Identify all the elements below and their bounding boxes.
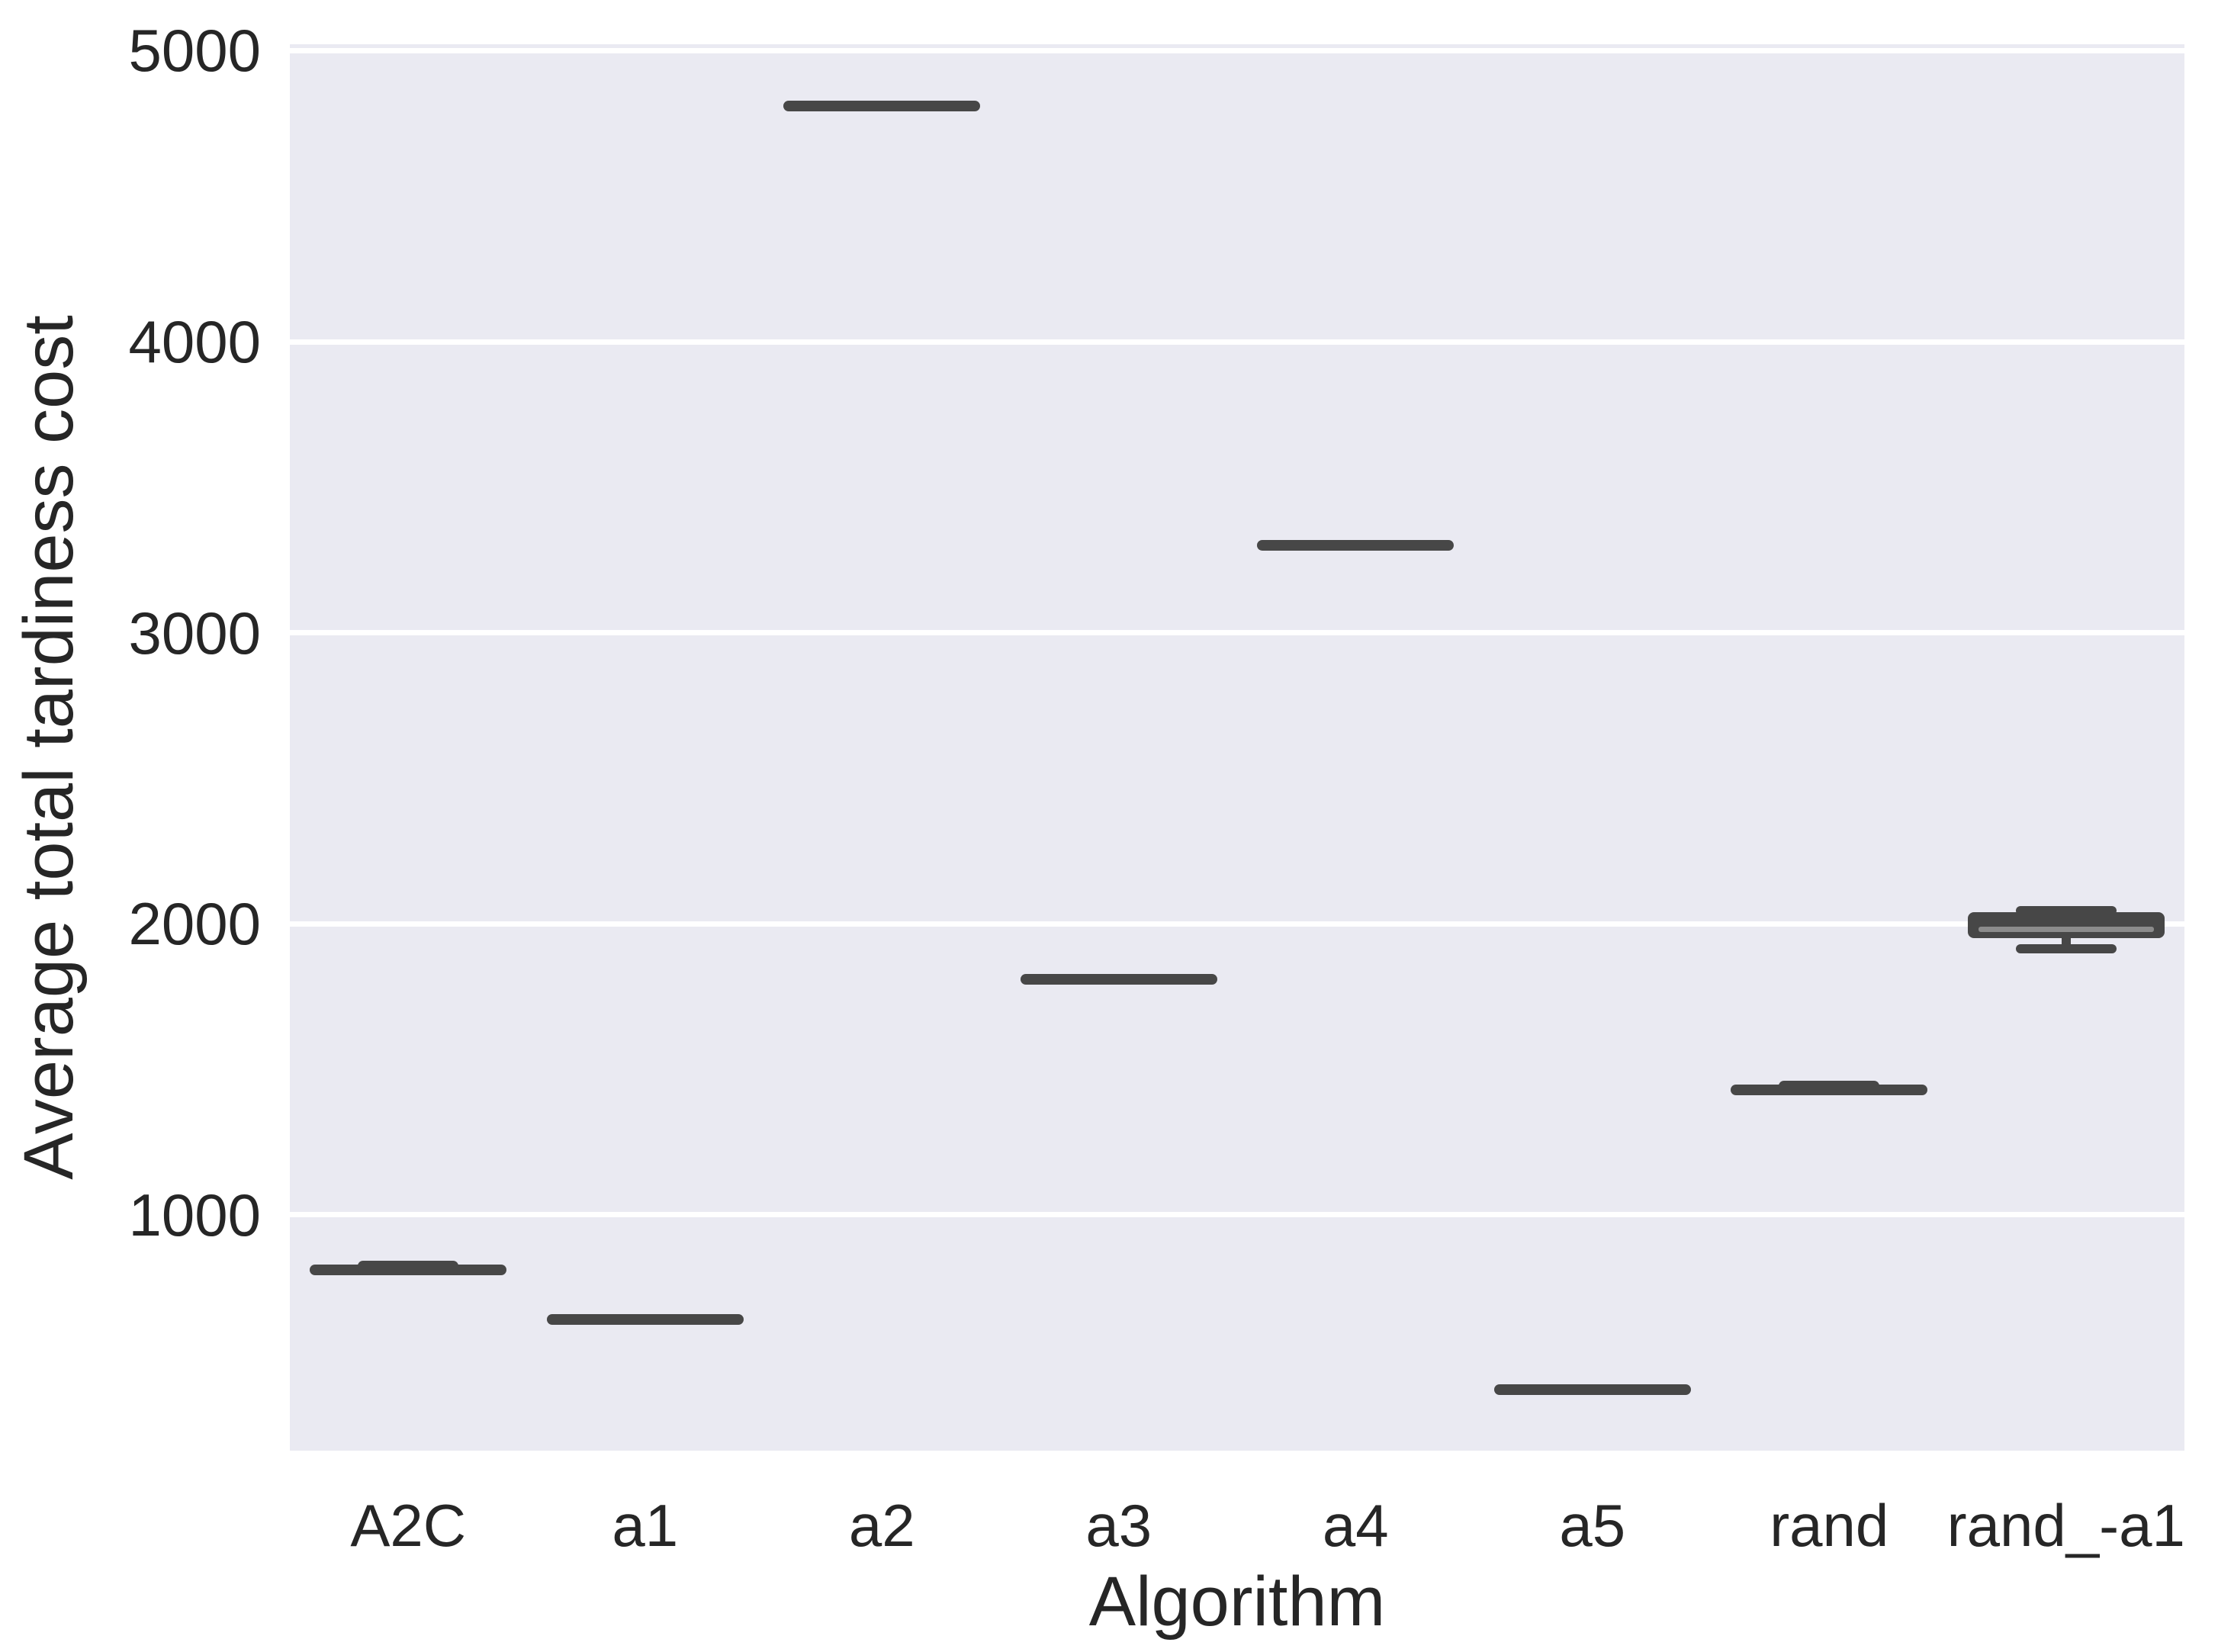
plot-area [290,44,2184,1451]
x-tick-label: rand_-a1 [1946,1492,2185,1559]
box-lower-cap-rand_-a1 [2015,944,2117,954]
x-tick-label: rand [1770,1492,1889,1559]
gridline [290,1212,2184,1218]
gridline [290,630,2184,636]
box-a4 [1257,540,1455,551]
box-rand_-a1 [1967,911,2165,939]
gridline [290,47,2184,53]
gridline [290,339,2184,345]
x-tick-label: a5 [1559,1492,1626,1559]
x-tick-label: a1 [612,1492,679,1559]
y-tick-label: 4000 [128,308,261,376]
x-tick-label: a4 [1322,1492,1389,1559]
box-a3 [1020,973,1217,985]
y-tick-label: 2000 [128,890,261,958]
box-a2 [783,100,981,111]
box-a1 [546,1314,744,1326]
y-tick-label: 1000 [128,1181,261,1249]
box-a5 [1493,1384,1691,1395]
x-tick-label: a2 [848,1492,915,1559]
x-tick-label: A2C [350,1492,467,1559]
x-axis-label: Algorithm [1088,1563,1386,1641]
x-tick-label: a3 [1085,1492,1152,1559]
y-tick-label: 3000 [128,599,261,667]
box-median-line-rand_-a1 [1978,926,2154,932]
box-cap-rand [1779,1080,1880,1095]
y-axis-label: Average total tardiness cost [10,315,88,1180]
y-tick-label: 5000 [128,17,261,85]
box-cap-A2C [358,1261,459,1276]
gridline [290,921,2184,927]
